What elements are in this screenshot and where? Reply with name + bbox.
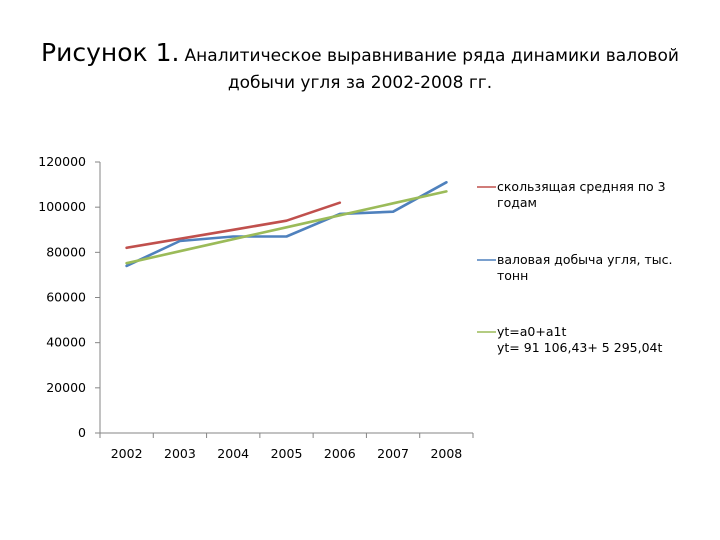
y-tick-label: 120000 [38,154,86,169]
series-line-2 [125,181,448,268]
y-tick-label: 80000 [46,244,86,259]
legend-label-2: тонн [497,268,528,283]
legend-label-1: скользящая средняя по 3 [497,179,666,194]
legend-label-1: годам [497,195,537,210]
y-tick-label: 60000 [46,290,86,305]
y-tick-label: 40000 [46,335,86,350]
series-line-3 [125,190,448,265]
x-tick-label: 2002 [111,446,143,461]
x-tick-label: 2004 [217,446,249,461]
chart-title-prefix: Рисунок 1. [41,38,180,67]
legend-label-3: yt= 91 106,43+ 5 295,04t [497,340,662,355]
x-tick-label: 2008 [430,446,462,461]
y-tick-label: 20000 [46,380,86,395]
x-tick-label: 2003 [164,446,196,461]
x-tick-label: 2007 [377,446,409,461]
x-tick-label: 2006 [324,446,356,461]
y-tick-label: 0 [78,425,86,440]
legend-label-2: валовая добыча угля, тыс. [497,252,673,267]
chart-title-line2: добычи угля за 2002-2008 гг. [227,73,493,93]
chart-title: Рисунок 1. Аналитическое выравнивание ря… [0,38,720,93]
x-tick-label: 2005 [271,446,303,461]
y-tick-label: 100000 [38,199,86,214]
legend-label-3: yt=a0+a1t [497,324,566,339]
series-line-1 [125,201,342,250]
chart-title-line1: Аналитическое выравнивание ряда динамики… [184,46,679,66]
